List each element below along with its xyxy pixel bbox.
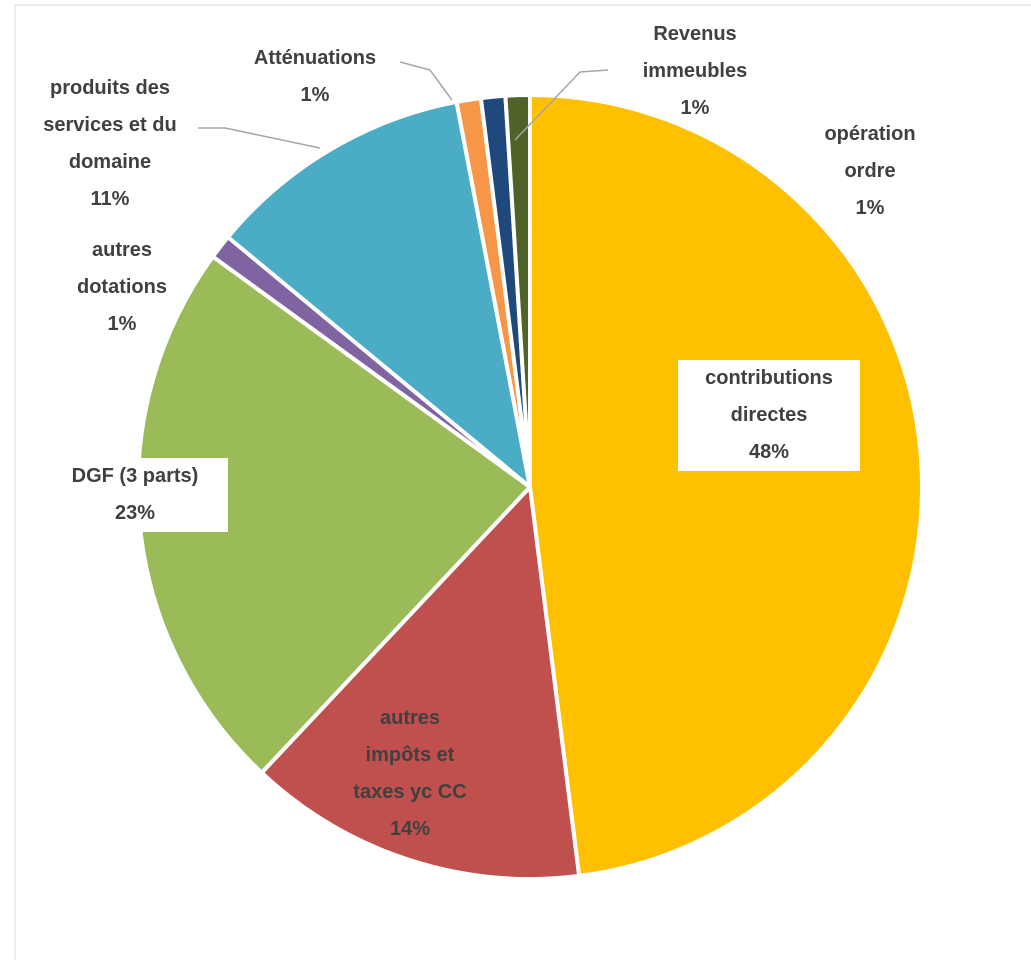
pie-slice	[503, 93, 532, 489]
data-label: Atténuations 1%	[225, 40, 405, 114]
data-label: contributions directes 48%	[678, 360, 860, 471]
data-label: produits des services et du domaine 11%	[15, 70, 205, 218]
value-label: 1%	[855, 197, 885, 219]
data-label: autres dotations 1%	[42, 232, 202, 343]
data-label: Revenus immeubles 1%	[605, 16, 785, 127]
leader-line	[514, 69, 609, 141]
pie-slice	[528, 93, 924, 878]
value-label: 48%	[748, 441, 790, 463]
data-label: DGF (3 parts) 23%	[42, 458, 228, 532]
data-label: autres impôts et taxes yc CC 14%	[318, 700, 502, 848]
leader-line	[198, 127, 321, 149]
category-label: opération ordre	[824, 123, 916, 182]
category-label: Atténuations	[253, 47, 377, 69]
value-label: 11%	[90, 188, 130, 210]
value-label: 23%	[114, 502, 156, 524]
category-label: autres dotations	[77, 239, 167, 298]
category-label: produits des services et du domaine	[43, 77, 177, 173]
value-label: 14%	[389, 818, 431, 840]
category-label: autres impôts et taxes yc CC	[353, 707, 467, 803]
pie-slice	[259, 485, 582, 881]
pie	[136, 93, 924, 881]
category-label: DGF (3 parts)	[71, 465, 199, 487]
value-label: 1%	[680, 97, 710, 119]
pie-slice	[225, 99, 532, 489]
chart-border	[14, 4, 1031, 960]
category-label: contributions directes	[705, 367, 833, 426]
leader-line	[399, 61, 453, 101]
data-label: opération ordre 1%	[795, 116, 945, 227]
category-label: Revenus immeubles	[642, 23, 748, 82]
value-label: 1%	[300, 84, 330, 106]
value-label: 1%	[107, 313, 137, 335]
